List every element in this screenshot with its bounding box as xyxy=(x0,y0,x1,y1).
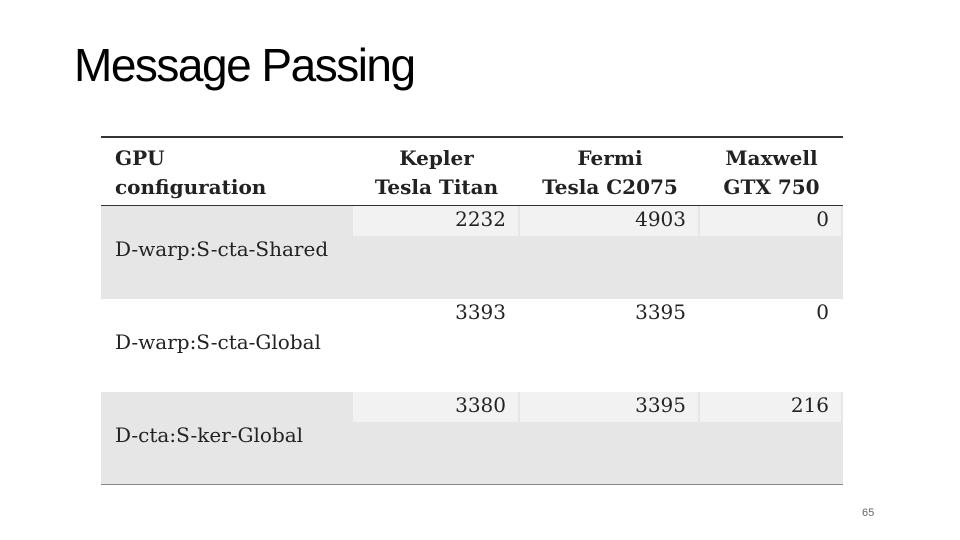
value-cell: 0 xyxy=(816,207,829,231)
value-cell-shade xyxy=(353,392,518,422)
value-cell: 3380 xyxy=(455,393,506,417)
value-cell: 3395 xyxy=(635,300,686,324)
top-rule xyxy=(101,136,843,138)
header-text: Fermi xyxy=(577,146,643,170)
value-cell: 4903 xyxy=(635,207,686,231)
value-cell-shade xyxy=(700,206,841,236)
value-cell-shade xyxy=(520,392,698,422)
value-cell: 3393 xyxy=(455,300,506,324)
value-cell: 0 xyxy=(816,300,829,324)
header-text: Kepler xyxy=(399,146,474,170)
header-text: Tesla C2075 xyxy=(542,175,678,199)
page-number: 65 xyxy=(862,507,875,519)
row-label: D-warp:S-cta-Shared xyxy=(115,237,329,261)
header-rule xyxy=(101,205,843,206)
value-cell: 216 xyxy=(790,393,829,417)
header-text: GPU xyxy=(115,146,165,170)
row-label: D-cta:S-ker-Global xyxy=(115,423,304,447)
value-cell: 2232 xyxy=(455,207,506,231)
row-label: D-warp:S-cta-Global xyxy=(115,330,321,354)
value-cell: 3395 xyxy=(635,393,686,417)
bottom-rule xyxy=(101,484,843,485)
header-text: Maxwell xyxy=(725,146,818,170)
value-cell-shade xyxy=(700,392,841,422)
value-cell-shade xyxy=(520,206,698,236)
header-text: GTX 750 xyxy=(723,175,820,199)
slide-title: Message Passing xyxy=(74,39,416,91)
table: GPU configuration Kepler Tesla Titan Fermi Te… xyxy=(101,136,843,485)
value-cell-shade xyxy=(353,206,518,236)
header-text: configuration xyxy=(115,175,267,199)
header-text: Tesla Titan xyxy=(374,175,499,199)
